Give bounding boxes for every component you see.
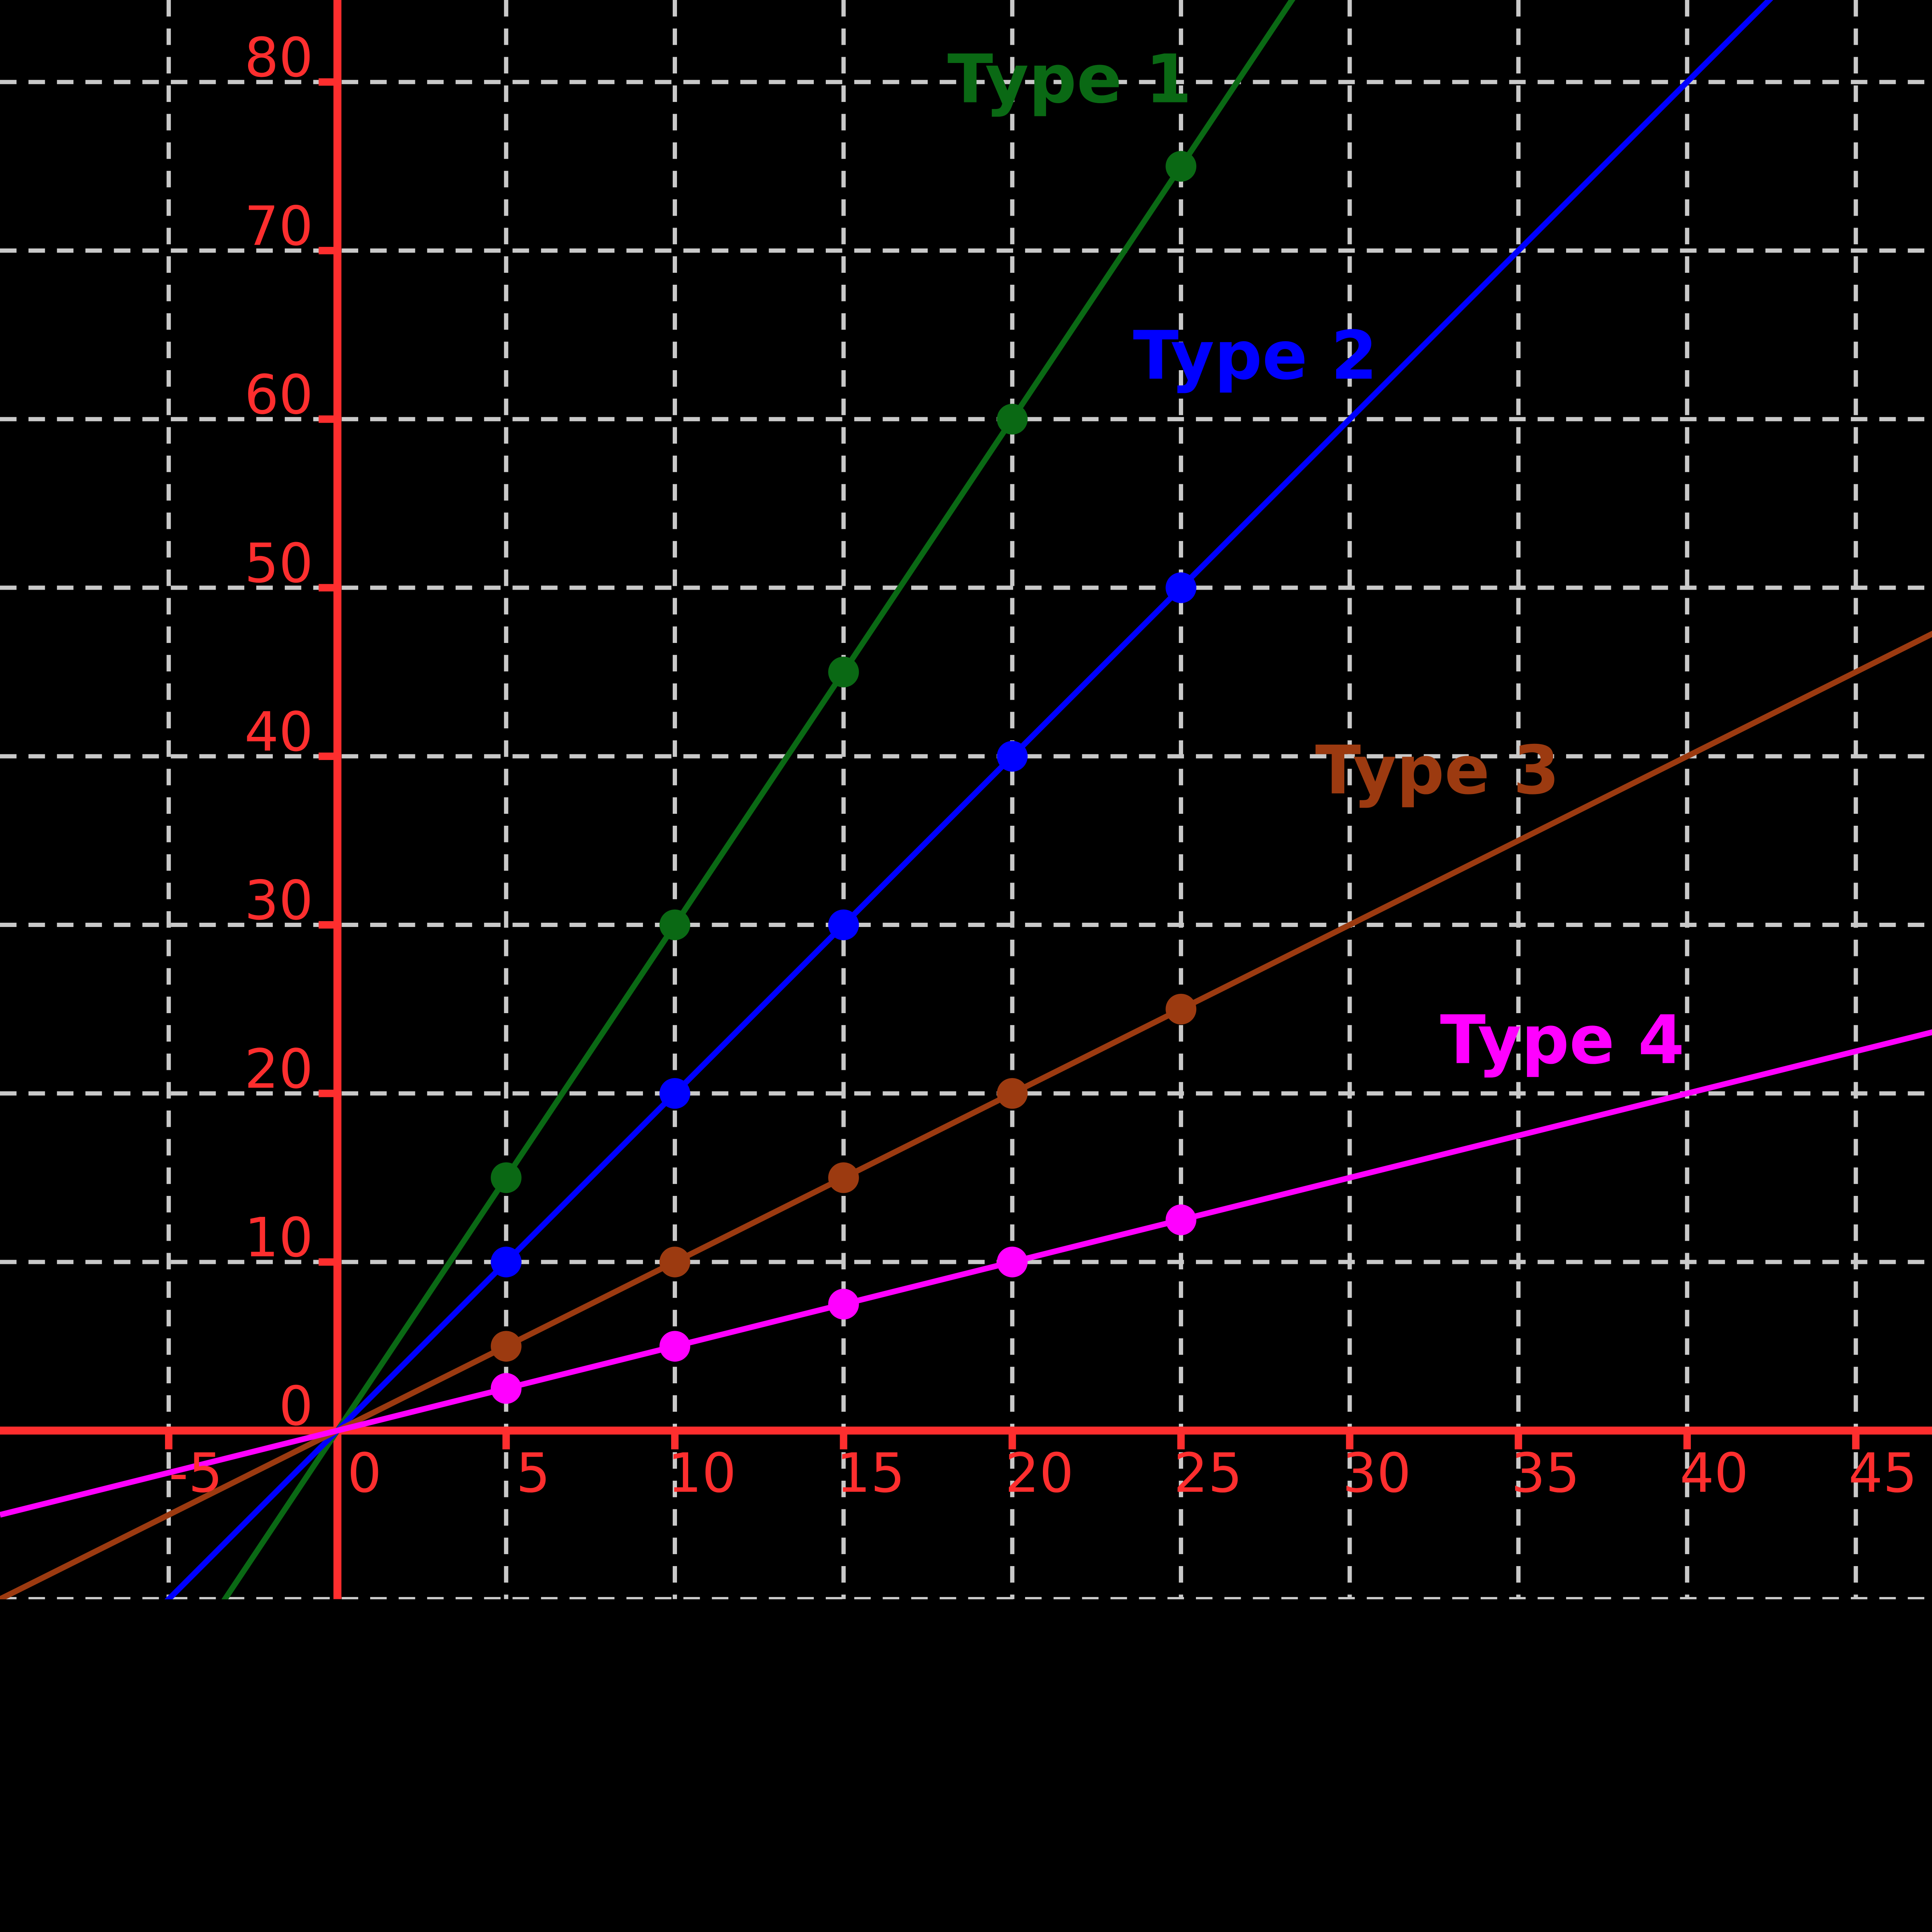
data-point xyxy=(491,1373,522,1404)
chart-figure: -5 0 5 10 15 20 25 30 35 40 45 0 10 20 30 40 50 60 70 80 Typ… xyxy=(0,0,1932,1599)
x-tick-label: 0 xyxy=(347,1442,382,1505)
y-tick-label: 60 xyxy=(244,364,313,427)
data-point xyxy=(997,1247,1028,1277)
x-tick-label: 5 xyxy=(516,1442,550,1505)
y-tick-label: 0 xyxy=(279,1375,313,1438)
data-point xyxy=(828,1162,859,1193)
x-tick-label: 25 xyxy=(1173,1442,1242,1505)
data-point xyxy=(828,909,859,940)
line-chart-canvas: -5 0 5 10 15 20 25 30 35 40 45 0 10 20 30 40 50 60 70 80 Typ… xyxy=(0,0,1932,1599)
y-tick-label: 30 xyxy=(244,869,313,932)
series-type-4 xyxy=(0,1029,1932,1518)
data-point xyxy=(997,1078,1028,1109)
data-point xyxy=(491,1247,522,1277)
data-point xyxy=(659,1247,690,1277)
y-tick-label: 50 xyxy=(244,532,313,595)
y-tick-label: 40 xyxy=(244,701,313,764)
data-point xyxy=(1165,572,1197,603)
tick-marks xyxy=(165,78,1860,1449)
series-line xyxy=(165,0,1774,1599)
axes xyxy=(0,0,1932,1599)
data-point xyxy=(828,656,859,687)
x-tick-labels: -5 0 5 10 15 20 25 30 35 40 45 xyxy=(169,1442,1917,1505)
data-point xyxy=(491,1162,522,1193)
y-tick-label: 70 xyxy=(244,195,313,258)
data-point xyxy=(997,403,1028,435)
x-tick-label: 10 xyxy=(667,1442,736,1505)
x-tick-label: 30 xyxy=(1342,1442,1411,1505)
data-point xyxy=(491,1331,522,1362)
x-tick-label: 35 xyxy=(1511,1442,1580,1505)
data-point xyxy=(659,1331,690,1362)
x-tick-label: -5 xyxy=(169,1442,223,1505)
data-point xyxy=(997,741,1028,772)
series-line xyxy=(0,1029,1932,1518)
series-label-type-2: Type 2 xyxy=(1133,316,1378,395)
series-line xyxy=(221,0,1296,1599)
series-type-1 xyxy=(221,0,1296,1599)
series-type-2 xyxy=(165,0,1774,1599)
x-tick-label: 20 xyxy=(1005,1442,1074,1505)
series-type-3 xyxy=(0,631,1932,1599)
series-line xyxy=(0,631,1932,1599)
x-tick-label: 45 xyxy=(1849,1442,1917,1505)
x-tick-label: 40 xyxy=(1680,1442,1748,1505)
data-point xyxy=(1165,151,1197,182)
data-point xyxy=(828,1289,859,1320)
data-point xyxy=(1165,993,1197,1025)
x-tick-label: 15 xyxy=(836,1442,905,1505)
data-point xyxy=(1165,1204,1197,1235)
series-label-type-1: Type 1 xyxy=(947,40,1192,118)
series-label-type-3: Type 3 xyxy=(1315,731,1560,809)
y-tick-label: 20 xyxy=(244,1038,313,1101)
y-tick-label: 80 xyxy=(244,26,313,89)
series-label-type-4: Type 4 xyxy=(1440,1001,1685,1079)
data-point xyxy=(659,1078,690,1109)
y-tick-labels: 0 10 20 30 40 50 60 70 80 xyxy=(244,26,313,1438)
data-point xyxy=(659,909,690,940)
y-tick-label: 10 xyxy=(244,1206,313,1269)
